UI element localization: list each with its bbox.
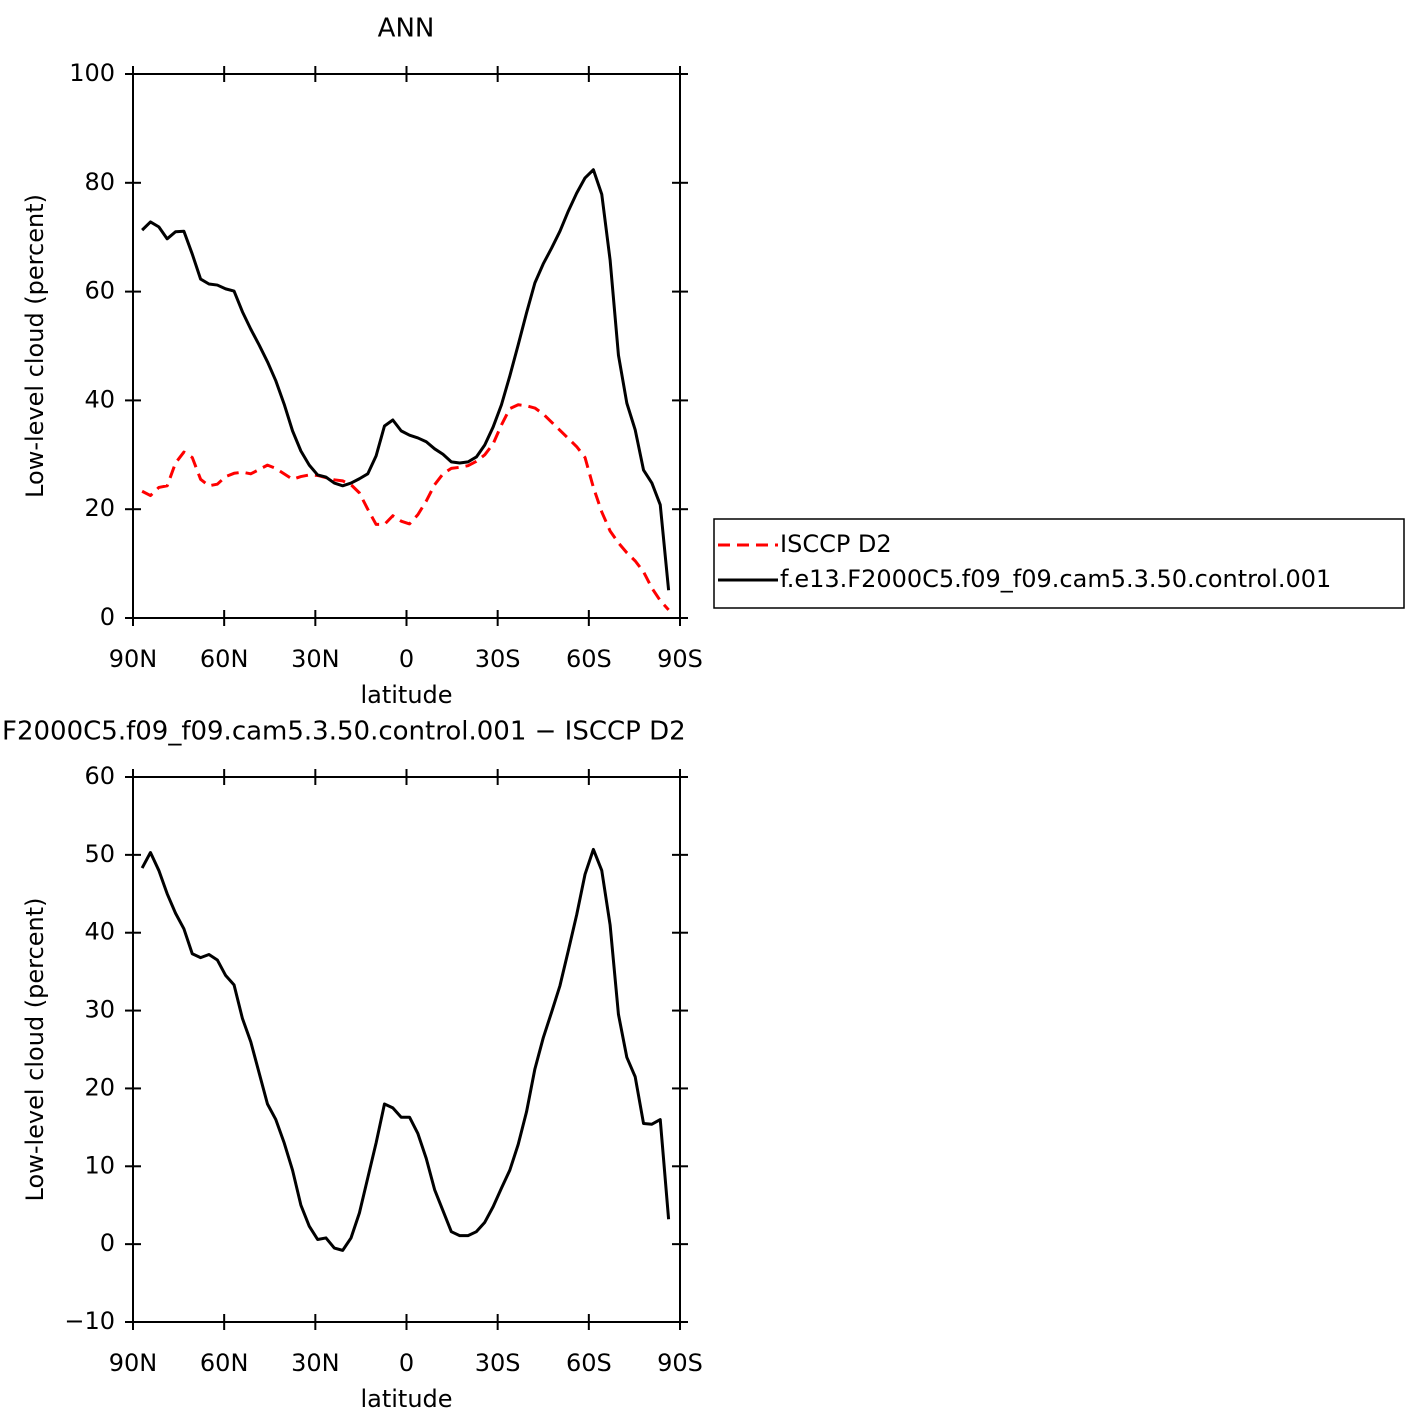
x-axis-label: latitude [360,1385,452,1413]
x-tick-label: 90S [657,645,703,673]
legend-label: ISCCP D2 [780,530,892,558]
y-tick-label: 20 [84,494,115,522]
y-tick-label: 100 [69,59,115,87]
x-tick-label: 30N [291,1349,340,1377]
y-tick-label: 20 [84,1073,115,1101]
x-tick-label: 30N [291,645,340,673]
x-tick-label: 60N [200,645,249,673]
y-tick-label: 40 [84,385,115,413]
data-line [141,403,670,611]
x-tick-label: 90N [109,1349,158,1377]
x-tick-label: 0 [399,1349,414,1377]
x-tick-label: 30S [475,645,521,673]
y-tick-label: −10 [64,1307,115,1335]
y-tick-label: 60 [84,762,115,790]
y-tick-label: 50 [84,840,115,868]
x-tick-label: 90N [109,645,158,673]
plot-frame [132,73,681,619]
y-axis-label: Low-level cloud (percent) [21,194,49,498]
y-axis-label: Low-level cloud (percent) [21,898,49,1202]
x-axis-label: latitude [360,681,452,709]
x-tick-label: 90S [657,1349,703,1377]
chart-title: ANN [378,14,435,44]
y-tick-label: 60 [84,277,115,305]
y-tick-label: 80 [84,168,115,196]
x-tick-label: 60S [566,1349,612,1377]
y-tick-label: 0 [100,603,115,631]
data-line [141,168,671,591]
x-tick-label: 60N [200,1349,249,1377]
y-tick-label: 0 [100,1229,115,1257]
data-line [140,847,671,1252]
x-tick-label: 30S [475,1349,521,1377]
y-tick-label: 30 [84,996,115,1024]
x-tick-label: 60S [566,645,612,673]
chart-title: F2000C5.f09_f09.cam5.3.50.control.001 − … [2,717,686,747]
legend-label: f.e13.F2000C5.f09_f09.cam5.3.50.control.… [780,565,1331,593]
y-tick-label: 40 [84,918,115,946]
y-tick-label: 10 [84,1151,115,1179]
legend-box [713,518,1405,609]
x-tick-label: 0 [399,645,414,673]
